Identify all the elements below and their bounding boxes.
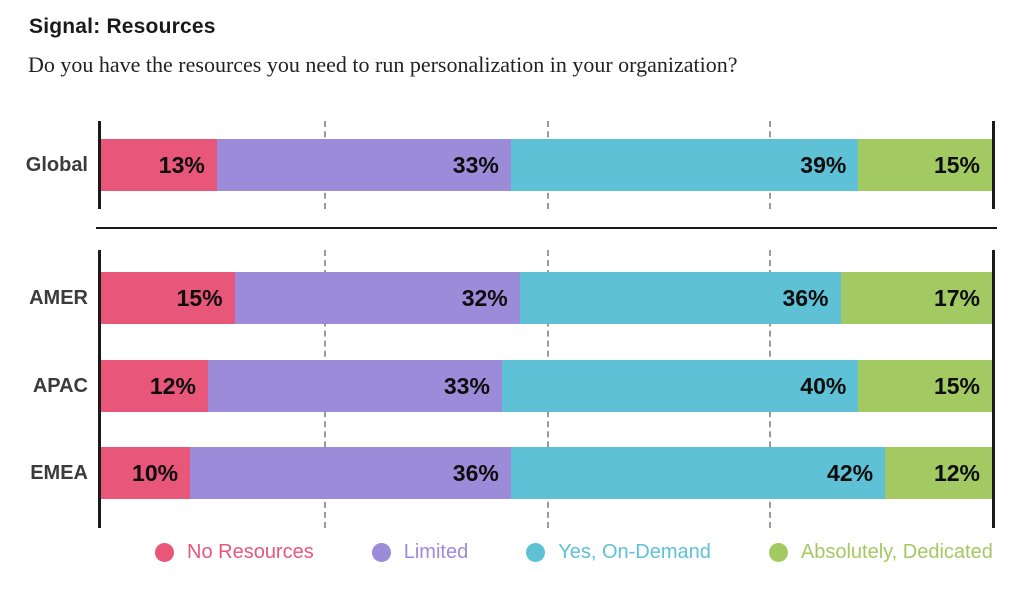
legend-item-yes-on-demand: Yes, On-Demand: [526, 541, 711, 564]
segment-emea-absolutely-dedicated: 12%: [885, 447, 992, 499]
value-label: 42%: [827, 459, 874, 486]
row-label-apac: APAC: [32, 374, 88, 397]
legend-item-absolutely-dedicated: Absolutely, Dedicated: [768, 541, 993, 564]
segment-apac-no-resources: 12%: [101, 360, 208, 412]
segment-global-absolutely-dedicated: 15%: [858, 139, 992, 191]
bar-row-amer: AMER 15% 32% 36% 17%: [29, 272, 992, 324]
segment-amer-no-resources: 15%: [101, 272, 235, 324]
legend-label: Absolutely, Dedicated: [800, 541, 993, 563]
value-label: 40%: [800, 372, 847, 399]
value-label: 36%: [782, 284, 829, 311]
segment-global-yes-on-demand: 39%: [510, 139, 859, 191]
segment-apac-absolutely-dedicated: 15%: [858, 360, 992, 412]
legend-label: Limited: [403, 541, 469, 563]
legend-item-limited: Limited: [371, 541, 469, 564]
segment-emea-yes-on-demand: 42%: [510, 447, 886, 499]
segment-amer-limited: 32%: [234, 272, 520, 324]
legend-dot-icon: [371, 543, 391, 562]
chart-group-global: Global 13% 33% 39% 15%: [26, 121, 995, 209]
segment-emea-no-resources: 10%: [101, 447, 191, 499]
segment-global-limited: 33%: [216, 139, 511, 191]
chart-legend: No Resources Limited Yes, On-Demand Absolut…: [155, 541, 993, 564]
bar-row-apac: APAC 12% 33% 40% 15%: [33, 360, 992, 412]
value-label: 12%: [149, 372, 196, 399]
value-label: 39%: [800, 151, 847, 178]
segment-apac-limited: 33%: [207, 360, 502, 412]
bar-row-emea: EMEA 10% 36% 42% 12%: [30, 447, 992, 499]
value-label: 36%: [452, 459, 499, 486]
segment-amer-yes-on-demand: 36%: [519, 272, 841, 324]
chart-question-subtitle: Do you have the resources you need to ru…: [28, 52, 738, 77]
group-divider-line: [96, 227, 997, 229]
legend-dot-icon: [155, 543, 174, 562]
legend-item-no-resources: No Resources: [155, 541, 314, 564]
chart-group-regions: AMER 15% 32% 36% 17% APAC 12% 33% 40% 15% EMEA 10% 3…: [29, 250, 995, 528]
value-label: 10%: [132, 459, 179, 486]
row-label-amer: AMER: [29, 286, 88, 309]
value-label: 15%: [933, 151, 980, 178]
segment-amer-absolutely-dedicated: 17%: [840, 272, 992, 324]
value-label: 33%: [443, 372, 490, 399]
legend-dot-icon: [768, 543, 788, 562]
value-label: 13%: [158, 151, 205, 178]
value-label: 12%: [933, 459, 980, 486]
value-label: 32%: [461, 284, 508, 311]
segment-emea-limited: 36%: [190, 447, 511, 499]
legend-dot-icon: [526, 543, 546, 562]
value-label: 15%: [933, 372, 980, 399]
legend-label: No Resources: [187, 541, 314, 563]
value-label: 17%: [933, 284, 980, 311]
page-title: Signal: Resources: [29, 15, 216, 38]
segment-apac-yes-on-demand: 40%: [501, 360, 859, 412]
bar-row-global: Global 13% 33% 39% 15%: [26, 139, 992, 191]
row-label-global: Global: [25, 153, 88, 176]
value-label: 15%: [176, 284, 223, 311]
legend-label: Yes, On-Demand: [558, 541, 711, 563]
segment-global-no-resources: 13%: [101, 139, 217, 191]
value-label: 33%: [452, 151, 499, 178]
row-label-emea: EMEA: [30, 461, 88, 484]
